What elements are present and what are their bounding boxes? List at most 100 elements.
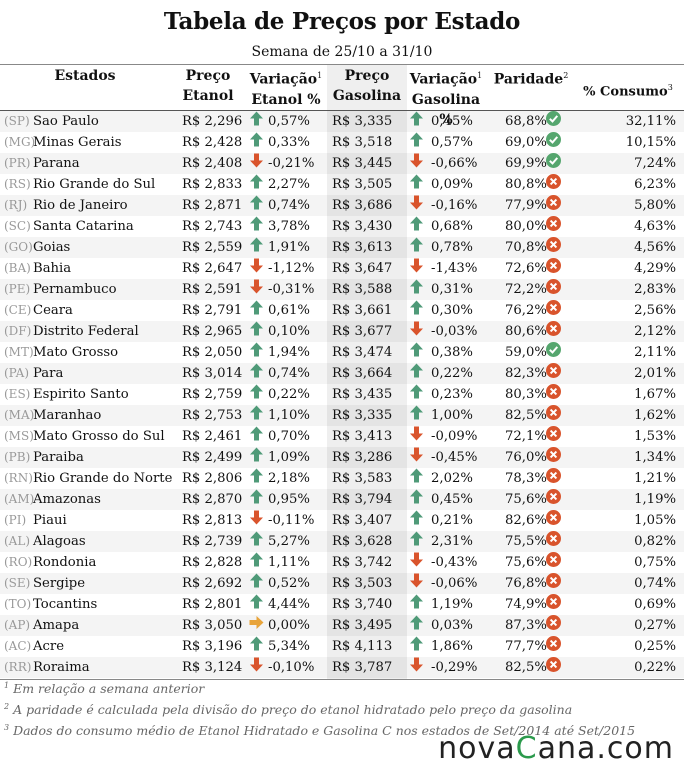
gasolina-variation: 0,21% [431, 513, 473, 528]
etanol-variation: 1,11% [268, 555, 310, 570]
arrow-up-icon [249, 195, 264, 217]
arrow-up-icon [409, 300, 424, 322]
state-name: Amazonas [33, 492, 101, 507]
etanol-price: R$ 2,296 [182, 114, 243, 129]
x-circle-icon [546, 531, 561, 553]
etanol-variation: -0,21% [268, 156, 315, 171]
footer-divider [0, 679, 684, 680]
gasolina-variation: 0,30% [431, 303, 473, 318]
etanol-variation: 2,27% [268, 177, 310, 192]
arrow-down-icon [249, 657, 264, 679]
etanol-price: R$ 2,647 [182, 261, 243, 276]
state-abbr: (RN) [4, 471, 33, 485]
state-abbr: (AM) [4, 492, 35, 506]
gasolina-price: R$ 3,286 [332, 450, 393, 465]
consumo-value: 1,19% [634, 492, 676, 507]
arrow-down-icon [409, 552, 424, 574]
state-abbr: (RJ) [4, 198, 28, 212]
paridade-value: 69,9% [505, 156, 547, 171]
gasolina-price: R$ 3,503 [332, 576, 393, 591]
table-row: (MA) Maranhao R$ 2,753 1,10% R$ 3,335 1,00% 82… [0, 405, 684, 426]
etanol-price: R$ 2,428 [182, 135, 243, 150]
arrow-up-icon [249, 132, 264, 154]
table-row: (SP) Sao Paulo R$ 2,296 0,57% R$ 3,335 0,45% 6… [0, 111, 684, 132]
etanol-variation: 0,33% [268, 135, 310, 150]
gasolina-variation: -0,29% [431, 660, 478, 675]
etanol-price: R$ 3,050 [182, 618, 243, 633]
arrow-up-icon [409, 279, 424, 301]
etanol-price: R$ 3,014 [182, 366, 243, 381]
arrow-up-icon [409, 468, 424, 490]
gasolina-price: R$ 3,613 [332, 240, 393, 255]
etanol-variation: 2,18% [268, 471, 310, 486]
check-circle-icon [546, 111, 561, 133]
state-abbr: (MA) [4, 408, 35, 422]
state-name: Rio Grande do Norte [33, 471, 173, 486]
x-circle-icon [546, 405, 561, 427]
state-name: Amapa [33, 618, 80, 633]
gasolina-variation: 0,22% [431, 366, 473, 381]
table-row: (MT) Mato Grosso R$ 2,050 1,94% R$ 3,474 0,38… [0, 342, 684, 363]
gasolina-price: R$ 3,335 [332, 114, 393, 129]
check-circle-icon [546, 342, 561, 364]
header-bottom-divider [0, 110, 684, 111]
gasolina-price: R$ 3,677 [332, 324, 393, 339]
gasolina-variation: 0,68% [431, 219, 473, 234]
arrow-down-icon [249, 279, 264, 301]
footnote-3: 3 Dados do consumo médio de Etanol Hidra… [4, 723, 636, 739]
state-abbr: (RS) [4, 177, 31, 191]
gasolina-variation: 1,19% [431, 597, 473, 612]
arrow-down-icon [249, 510, 264, 532]
state-name: Sao Paulo [33, 114, 99, 129]
etanol-price: R$ 2,813 [182, 513, 243, 528]
arrow-up-icon [249, 342, 264, 364]
consumo-value: 5,80% [634, 198, 676, 213]
header-consumo: % Consumo3 [583, 83, 673, 100]
gasolina-variation: 0,57% [431, 135, 473, 150]
etanol-price: R$ 2,050 [182, 345, 243, 360]
gasolina-price: R$ 3,413 [332, 429, 393, 444]
paridade-value: 77,9% [505, 198, 547, 213]
consumo-value: 4,29% [634, 261, 676, 276]
arrow-up-icon [249, 384, 264, 406]
arrow-down-icon [409, 447, 424, 469]
footnote-2: 2 A paridade é calculada pela divisão do… [4, 702, 573, 718]
paridade-value: 82,3% [505, 366, 547, 381]
table-row: (PA) Para R$ 3,014 0,74% R$ 3,664 0,22% 82,3% 2… [0, 363, 684, 384]
arrow-up-icon [409, 405, 424, 427]
etanol-price: R$ 2,692 [182, 576, 243, 591]
etanol-variation: -0,11% [268, 513, 315, 528]
x-circle-icon [546, 258, 561, 280]
arrow-up-icon [409, 510, 424, 532]
consumo-value: 0,27% [634, 618, 676, 633]
arrow-up-icon [249, 426, 264, 448]
state-name: Rondonia [33, 555, 97, 570]
x-circle-icon [546, 552, 561, 574]
paridade-value: 59,0% [505, 345, 547, 360]
paridade-value: 72,1% [505, 429, 547, 444]
table-row: (PI) Piaui R$ 2,813 -0,11% R$ 3,407 0,21% 82,6… [0, 510, 684, 531]
consumo-value: 2,11% [634, 345, 676, 360]
table-row: (ES) Espirito Santo R$ 2,759 0,22% R$ 3,435 0… [0, 384, 684, 405]
table-row: (DF) Distrito Federal R$ 2,965 0,10% R$ 3,67… [0, 321, 684, 342]
x-circle-icon [546, 489, 561, 511]
etanol-variation: 0,57% [268, 114, 310, 129]
gasolina-price: R$ 3,474 [332, 345, 393, 360]
paridade-value: 75,5% [505, 534, 547, 549]
gasolina-price: R$ 3,686 [332, 198, 393, 213]
gasolina-price: R$ 3,794 [332, 492, 393, 507]
arrow-up-icon [409, 132, 424, 154]
etanol-price: R$ 2,408 [182, 156, 243, 171]
gasolina-price: R$ 3,628 [332, 534, 393, 549]
x-circle-icon [546, 468, 561, 490]
table-row: (GO) Goias R$ 2,559 1,91% R$ 3,613 0,78% 70,8%… [0, 237, 684, 258]
gasolina-variation: 0,78% [431, 240, 473, 255]
gasolina-variation: 0,23% [431, 387, 473, 402]
state-name: Pernambuco [33, 282, 117, 297]
table-row: (AM) Amazonas R$ 2,870 0,95% R$ 3,794 0,45% 75… [0, 489, 684, 510]
state-abbr: (PE) [4, 282, 31, 296]
table-row: (MG) Minas Gerais R$ 2,428 0,33% R$ 3,518 0,5… [0, 132, 684, 153]
arrow-up-icon [409, 342, 424, 364]
x-circle-icon [546, 615, 561, 637]
gasolina-variation: -0,66% [431, 156, 478, 171]
